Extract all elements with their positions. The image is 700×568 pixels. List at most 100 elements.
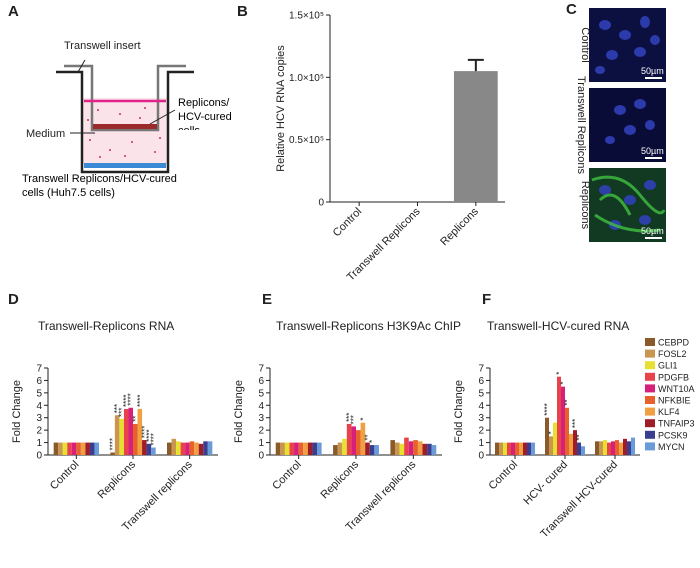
legend-swatch — [645, 384, 655, 393]
y-tick-label: 2 — [478, 426, 484, 437]
bar — [58, 442, 63, 455]
image-label: Control — [579, 27, 591, 62]
label: Transwell Replicons/HCV-cured cells (Huh… — [22, 173, 177, 199]
legend-label: CEBPD — [658, 338, 690, 348]
bar — [417, 441, 423, 455]
bar — [399, 443, 405, 455]
legend-swatch — [645, 349, 655, 358]
x-tick-label: Control — [487, 459, 521, 493]
bar — [427, 443, 432, 455]
bar — [573, 430, 577, 455]
bar — [275, 442, 281, 455]
bottom-cells — [84, 163, 166, 168]
bar — [114, 415, 120, 455]
bar — [85, 442, 90, 455]
x-tick-label: Control — [331, 206, 365, 240]
bar — [128, 407, 133, 455]
bar — [110, 452, 115, 455]
pointer — [77, 59, 86, 73]
bar — [123, 409, 129, 455]
legend-swatch — [645, 396, 655, 404]
bar — [294, 442, 299, 455]
bar — [394, 442, 400, 455]
bar — [507, 442, 511, 455]
y-axis-label: Fold Change — [453, 380, 465, 443]
y-tick-label: 0.5×10⁵ — [289, 135, 324, 146]
y-tick-label: 3 — [36, 413, 42, 424]
legend-label: WNT10A — [658, 384, 695, 394]
bar — [303, 442, 308, 455]
significance: **** — [136, 395, 145, 407]
label: Transwell insert — [64, 40, 141, 52]
bar — [119, 418, 124, 455]
bar — [603, 440, 607, 455]
bar — [557, 376, 561, 455]
legend-swatch — [645, 407, 655, 416]
bar — [545, 417, 549, 455]
bar — [413, 440, 418, 455]
significance: **** — [149, 433, 158, 445]
significance: **** — [122, 395, 131, 407]
legend-label: GLI1 — [658, 361, 678, 371]
bar — [619, 442, 623, 455]
bar — [511, 442, 515, 455]
legend-label: KLF4 — [658, 407, 680, 417]
image-label: Transwell Replicons — [575, 76, 587, 175]
bar — [342, 438, 347, 455]
bar — [189, 441, 195, 455]
medium-dots — [87, 107, 161, 158]
legend-label: NFKBIE — [658, 396, 691, 406]
legend-swatch — [645, 372, 655, 381]
y-tick-label: 1 — [478, 438, 484, 449]
bar — [176, 441, 181, 455]
x-tick-label: Control — [270, 459, 304, 493]
panel-letter: E — [262, 291, 272, 308]
y-axis-label: Relative HCV RNA copies — [275, 45, 287, 172]
bar — [611, 441, 615, 455]
significance: **** — [127, 393, 136, 405]
y-tick-label: 6 — [258, 376, 264, 387]
y-tick-label: 6 — [36, 376, 42, 387]
significance: *** — [345, 413, 354, 422]
bar — [569, 433, 573, 455]
y-axis-label: Fold Change — [233, 380, 245, 443]
significance: * — [368, 440, 377, 443]
y-tick-label: 7 — [258, 364, 264, 375]
pointer — [149, 109, 176, 125]
significance: * — [555, 372, 564, 375]
bar — [317, 442, 322, 455]
significance: *** — [118, 408, 127, 417]
label: Replicons/ HCV-cured cells — [178, 97, 232, 130]
bar — [404, 437, 409, 455]
bar — [76, 442, 81, 455]
x-tick-label: Replicons — [95, 458, 138, 501]
stain — [591, 175, 666, 233]
bar — [519, 442, 523, 455]
panel-letter: A — [8, 3, 19, 20]
bar — [615, 440, 619, 455]
y-tick-label: 5 — [36, 388, 42, 399]
bar — [198, 443, 204, 455]
legend-label: PCSK9 — [658, 430, 688, 440]
significance: **** — [109, 438, 118, 450]
y-tick-label: 4 — [258, 401, 264, 412]
y-tick-label: 0 — [318, 198, 324, 209]
significance: *** — [571, 419, 580, 428]
bar — [360, 422, 366, 455]
bar — [356, 430, 361, 455]
legend-swatch — [645, 442, 655, 451]
bar — [180, 442, 186, 455]
significance: *** — [113, 404, 122, 413]
bar — [453, 71, 498, 202]
bar — [499, 442, 503, 455]
bar — [185, 442, 190, 455]
insert — [64, 64, 186, 132]
scale-label: 50µm — [641, 146, 664, 156]
bar — [142, 440, 147, 455]
bar — [623, 438, 627, 455]
bar — [137, 409, 143, 455]
bar — [167, 442, 172, 455]
bar — [171, 438, 177, 455]
bar — [515, 442, 519, 455]
